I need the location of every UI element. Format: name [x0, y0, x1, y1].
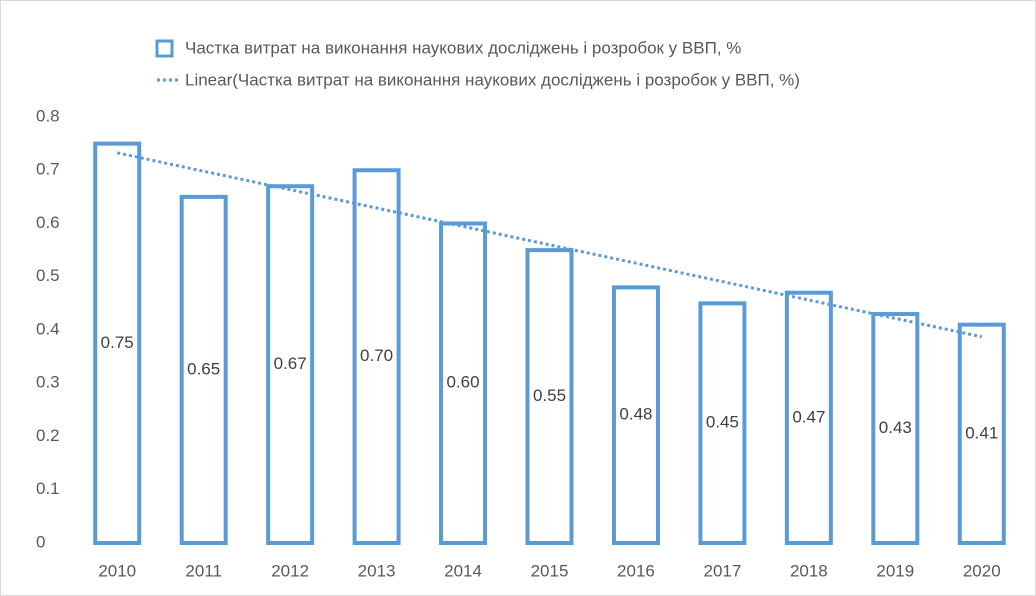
- bar: [439, 221, 488, 545]
- x-tick-label: 2018: [790, 561, 828, 580]
- bar: [525, 248, 574, 545]
- data-label: 0.65: [187, 359, 220, 378]
- data-label: 0.43: [879, 418, 912, 437]
- data-label: 0.45: [706, 413, 739, 432]
- data-label: 0.48: [619, 405, 652, 424]
- x-tick-label: 2017: [703, 561, 741, 580]
- y-tick-label: 0.5: [36, 266, 60, 285]
- bar: [179, 194, 228, 545]
- data-label: 0.75: [101, 333, 134, 352]
- legend-label: Частка витрат на виконання наукових досл…: [185, 38, 741, 57]
- bar: [266, 184, 315, 545]
- data-label: 0.67: [274, 354, 307, 373]
- y-tick-label: 0.4: [36, 319, 60, 338]
- x-tick-label: 2019: [876, 561, 914, 580]
- bar: [957, 322, 1006, 545]
- y-tick-label: 0.3: [36, 373, 60, 392]
- y-tick-label: 0.2: [36, 426, 60, 445]
- x-tick-label: 2015: [531, 561, 569, 580]
- y-tick-label: 0.7: [36, 160, 60, 179]
- data-label: 0.60: [446, 373, 479, 392]
- bar: [93, 141, 142, 545]
- x-tick-label: 2014: [444, 561, 482, 580]
- bar: [611, 285, 660, 545]
- data-label: 0.55: [533, 386, 566, 405]
- x-tick-label: 2010: [98, 561, 136, 580]
- bar: [784, 290, 833, 545]
- y-tick-label: 0.8: [36, 106, 60, 125]
- x-tick-label: 2016: [617, 561, 655, 580]
- x-tick-label: 2012: [271, 561, 309, 580]
- y-tick-label: 0.6: [36, 213, 60, 232]
- bar: [352, 168, 401, 545]
- legend-label: Linear(Частка витрат на виконання науков…: [185, 70, 800, 89]
- data-label: 0.47: [792, 407, 825, 426]
- x-tick-label: 2013: [358, 561, 396, 580]
- data-label: 0.70: [360, 346, 393, 365]
- legend-swatch: [155, 39, 174, 58]
- bar: [698, 301, 747, 545]
- x-tick-label: 2011: [185, 561, 222, 580]
- y-tick-label: 0.1: [36, 479, 60, 498]
- x-tick-label: 2020: [963, 561, 1001, 580]
- bar: [871, 312, 920, 545]
- data-label: 0.41: [965, 423, 998, 442]
- y-tick-label: 0: [36, 532, 45, 551]
